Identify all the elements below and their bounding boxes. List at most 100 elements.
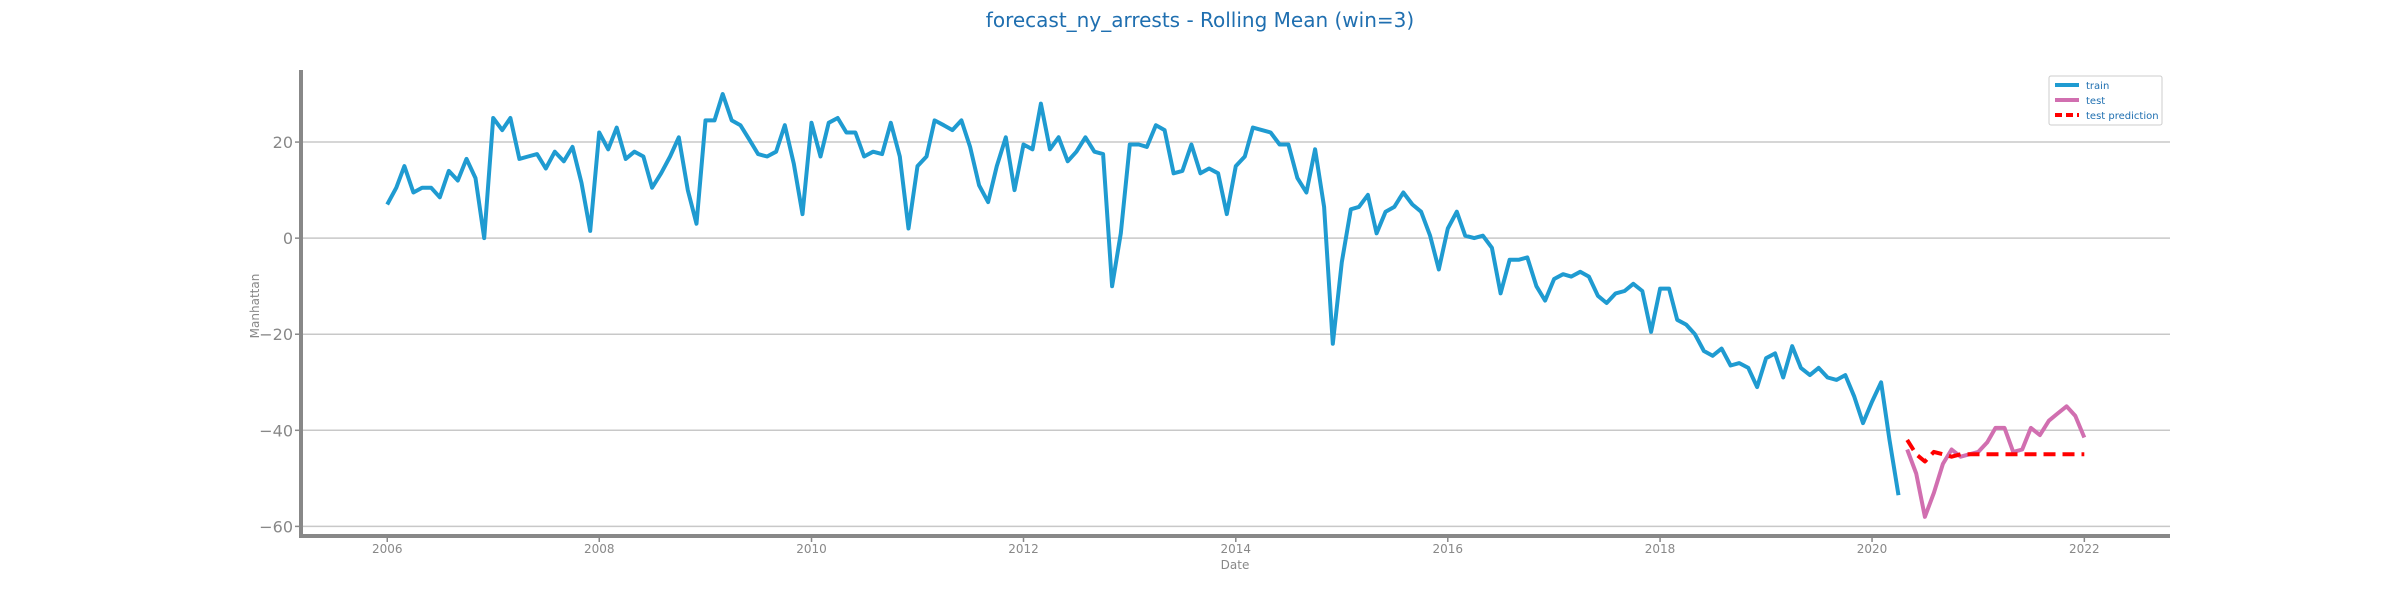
data-point — [1366, 193, 1369, 196]
y-tick-label: 0 — [283, 229, 293, 248]
data-point — [430, 186, 433, 189]
data-point — [1535, 285, 1538, 288]
data-point — [1402, 191, 1405, 194]
data-point — [704, 119, 707, 122]
data-point — [386, 203, 389, 206]
data-point — [1102, 153, 1105, 156]
data-point — [1066, 160, 1069, 163]
data-point — [1562, 273, 1565, 276]
data-point — [544, 167, 547, 170]
data-point — [1384, 210, 1387, 213]
data-point — [1923, 515, 1926, 518]
data-point — [1880, 381, 1883, 384]
data-point — [447, 169, 450, 172]
x-tick-label: 2016 — [1433, 542, 1464, 556]
data-point — [1004, 136, 1007, 139]
data-point — [686, 189, 689, 192]
data-point — [2056, 453, 2059, 456]
data-point — [571, 145, 574, 148]
data-point — [960, 119, 963, 122]
data-point — [1181, 169, 1184, 172]
data-point — [1446, 227, 1449, 230]
data-point — [889, 121, 892, 124]
data-point — [501, 129, 504, 132]
data-point — [1915, 472, 1918, 475]
data-point — [1720, 347, 1723, 350]
data-point — [1137, 143, 1140, 146]
data-point — [677, 136, 680, 139]
legend-label: train — [2086, 81, 2109, 92]
data-point — [562, 160, 565, 163]
data-point — [1605, 302, 1608, 305]
data-point — [1553, 277, 1556, 280]
data-point — [1941, 462, 1944, 465]
data-point — [527, 155, 530, 158]
data-point — [2083, 436, 2086, 439]
y-axis-label: Manhattan — [248, 274, 262, 339]
data-point — [1986, 453, 1989, 456]
data-point — [916, 165, 919, 168]
data-point — [1676, 318, 1679, 321]
x-tick-label: 2012 — [1008, 542, 1039, 556]
data-point — [1826, 376, 1829, 379]
data-point — [1473, 237, 1476, 240]
data-point — [1234, 165, 1237, 168]
data-point — [1154, 124, 1157, 127]
y-tick-label: −60 — [259, 517, 293, 536]
y-tick-label: 20 — [273, 133, 293, 152]
data-point — [1039, 102, 1042, 105]
data-point — [1411, 203, 1414, 206]
data-point — [933, 119, 936, 122]
data-point — [907, 227, 910, 230]
data-point — [1111, 285, 1114, 288]
data-point — [660, 172, 663, 175]
data-point — [721, 93, 724, 96]
legend-label: test prediction — [2086, 111, 2159, 122]
data-point — [969, 145, 972, 148]
data-point — [792, 162, 795, 165]
data-point — [1464, 234, 1467, 237]
data-point — [845, 131, 848, 134]
data-point — [827, 121, 830, 124]
data-point — [553, 150, 556, 153]
data-point — [580, 181, 583, 184]
x-tick-label: 2006 — [372, 542, 403, 556]
data-point — [1950, 455, 1953, 458]
series-train — [385, 92, 1901, 496]
data-point — [819, 155, 822, 158]
data-point — [1340, 261, 1343, 264]
data-point — [1782, 376, 1785, 379]
data-point — [1791, 345, 1794, 348]
data-point — [1455, 210, 1458, 213]
chart-title: forecast_ny_arrests - Rolling Mean (win=… — [986, 8, 1414, 32]
data-point — [1544, 299, 1547, 302]
data-point — [2003, 426, 2006, 429]
data-point — [1871, 400, 1874, 403]
data-point — [1251, 126, 1254, 129]
x-tick-label: 2014 — [1221, 542, 1252, 556]
data-point — [1711, 354, 1714, 357]
data-point — [739, 124, 742, 127]
data-point — [1145, 145, 1148, 148]
data-point — [1941, 453, 1944, 456]
data-point — [1225, 213, 1228, 216]
x-tick-label: 2020 — [1857, 542, 1888, 556]
data-point — [1747, 366, 1750, 369]
data-point — [421, 186, 424, 189]
data-point — [2003, 453, 2006, 456]
grid — [301, 141, 2170, 528]
data-point — [810, 121, 813, 124]
data-point — [1986, 441, 1989, 444]
data-point — [1163, 129, 1166, 132]
data-point — [474, 177, 477, 180]
data-point — [978, 184, 981, 187]
data-point — [509, 117, 512, 120]
data-point — [1243, 155, 1246, 158]
data-point — [1906, 448, 1909, 451]
data-point — [598, 131, 601, 134]
data-point — [1950, 448, 1953, 451]
series-line-train — [385, 92, 1901, 496]
data-point — [1314, 148, 1317, 151]
data-point — [995, 165, 998, 168]
data-point — [1915, 453, 1918, 456]
